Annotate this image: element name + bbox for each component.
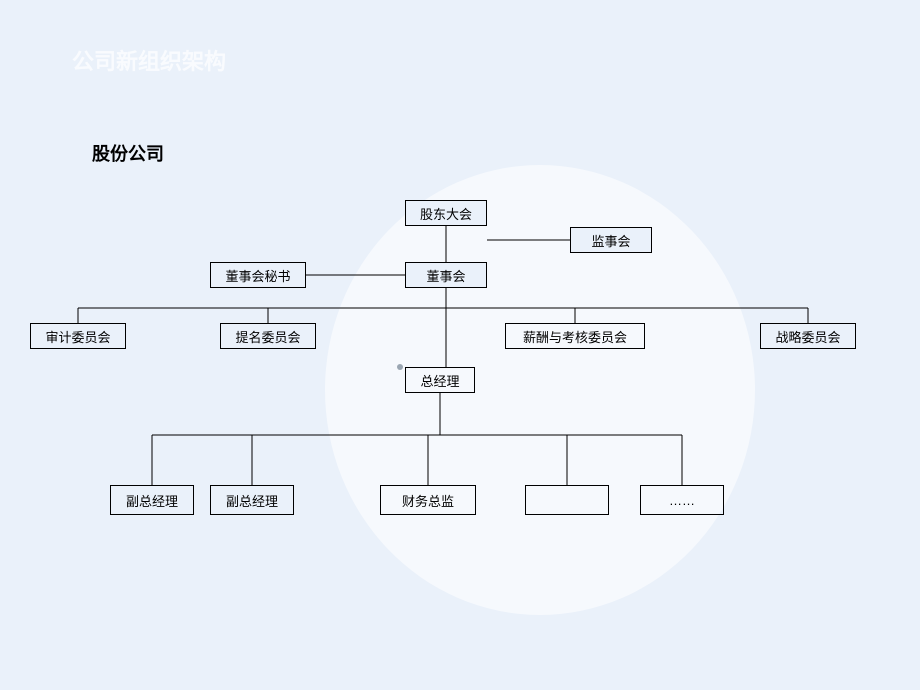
org-node-label: 董事会秘书 (225, 266, 290, 285)
org-node-vgm2: 副总经理 (210, 485, 294, 515)
org-node-label: 副总经理 (226, 491, 278, 510)
org-node-label: 财务总监 (402, 491, 454, 510)
org-node-audit: 审计委员会 (30, 323, 126, 349)
org-node-vgm1: 副总经理 (110, 485, 194, 515)
center-dot-icon (397, 364, 403, 370)
org-node-label: 总经理 (420, 371, 459, 390)
org-node-label: 提名委员会 (235, 327, 300, 346)
org-node-label: 副总经理 (126, 491, 178, 510)
org-node-label: 审计委员会 (45, 327, 110, 346)
org-node-label: 董事会 (426, 266, 465, 285)
page-title: 公司新组织架构 (72, 44, 226, 76)
org-node-more: …… (640, 485, 724, 515)
org-node-compensation: 薪酬与考核委员会 (505, 323, 645, 349)
org-node-label: 战略委员会 (775, 327, 840, 346)
org-node-blank (525, 485, 609, 515)
org-node-board: 董事会 (405, 262, 487, 288)
org-node-label: 薪酬与考核委员会 (523, 327, 627, 346)
org-node-nomination: 提名委员会 (220, 323, 316, 349)
org-node-cfo: 财务总监 (380, 485, 476, 515)
org-node-supervisory: 监事会 (570, 227, 652, 253)
org-node-label: …… (669, 493, 695, 508)
org-node-shareholders: 股东大会 (405, 200, 487, 226)
org-node-label: 股东大会 (420, 204, 472, 223)
org-node-gm: 总经理 (405, 367, 475, 393)
org-node-strategy: 战略委员会 (760, 323, 856, 349)
org-node-label: 监事会 (591, 231, 630, 250)
org-node-secretary: 董事会秘书 (210, 262, 306, 288)
subtitle: 股份公司 (92, 140, 164, 166)
